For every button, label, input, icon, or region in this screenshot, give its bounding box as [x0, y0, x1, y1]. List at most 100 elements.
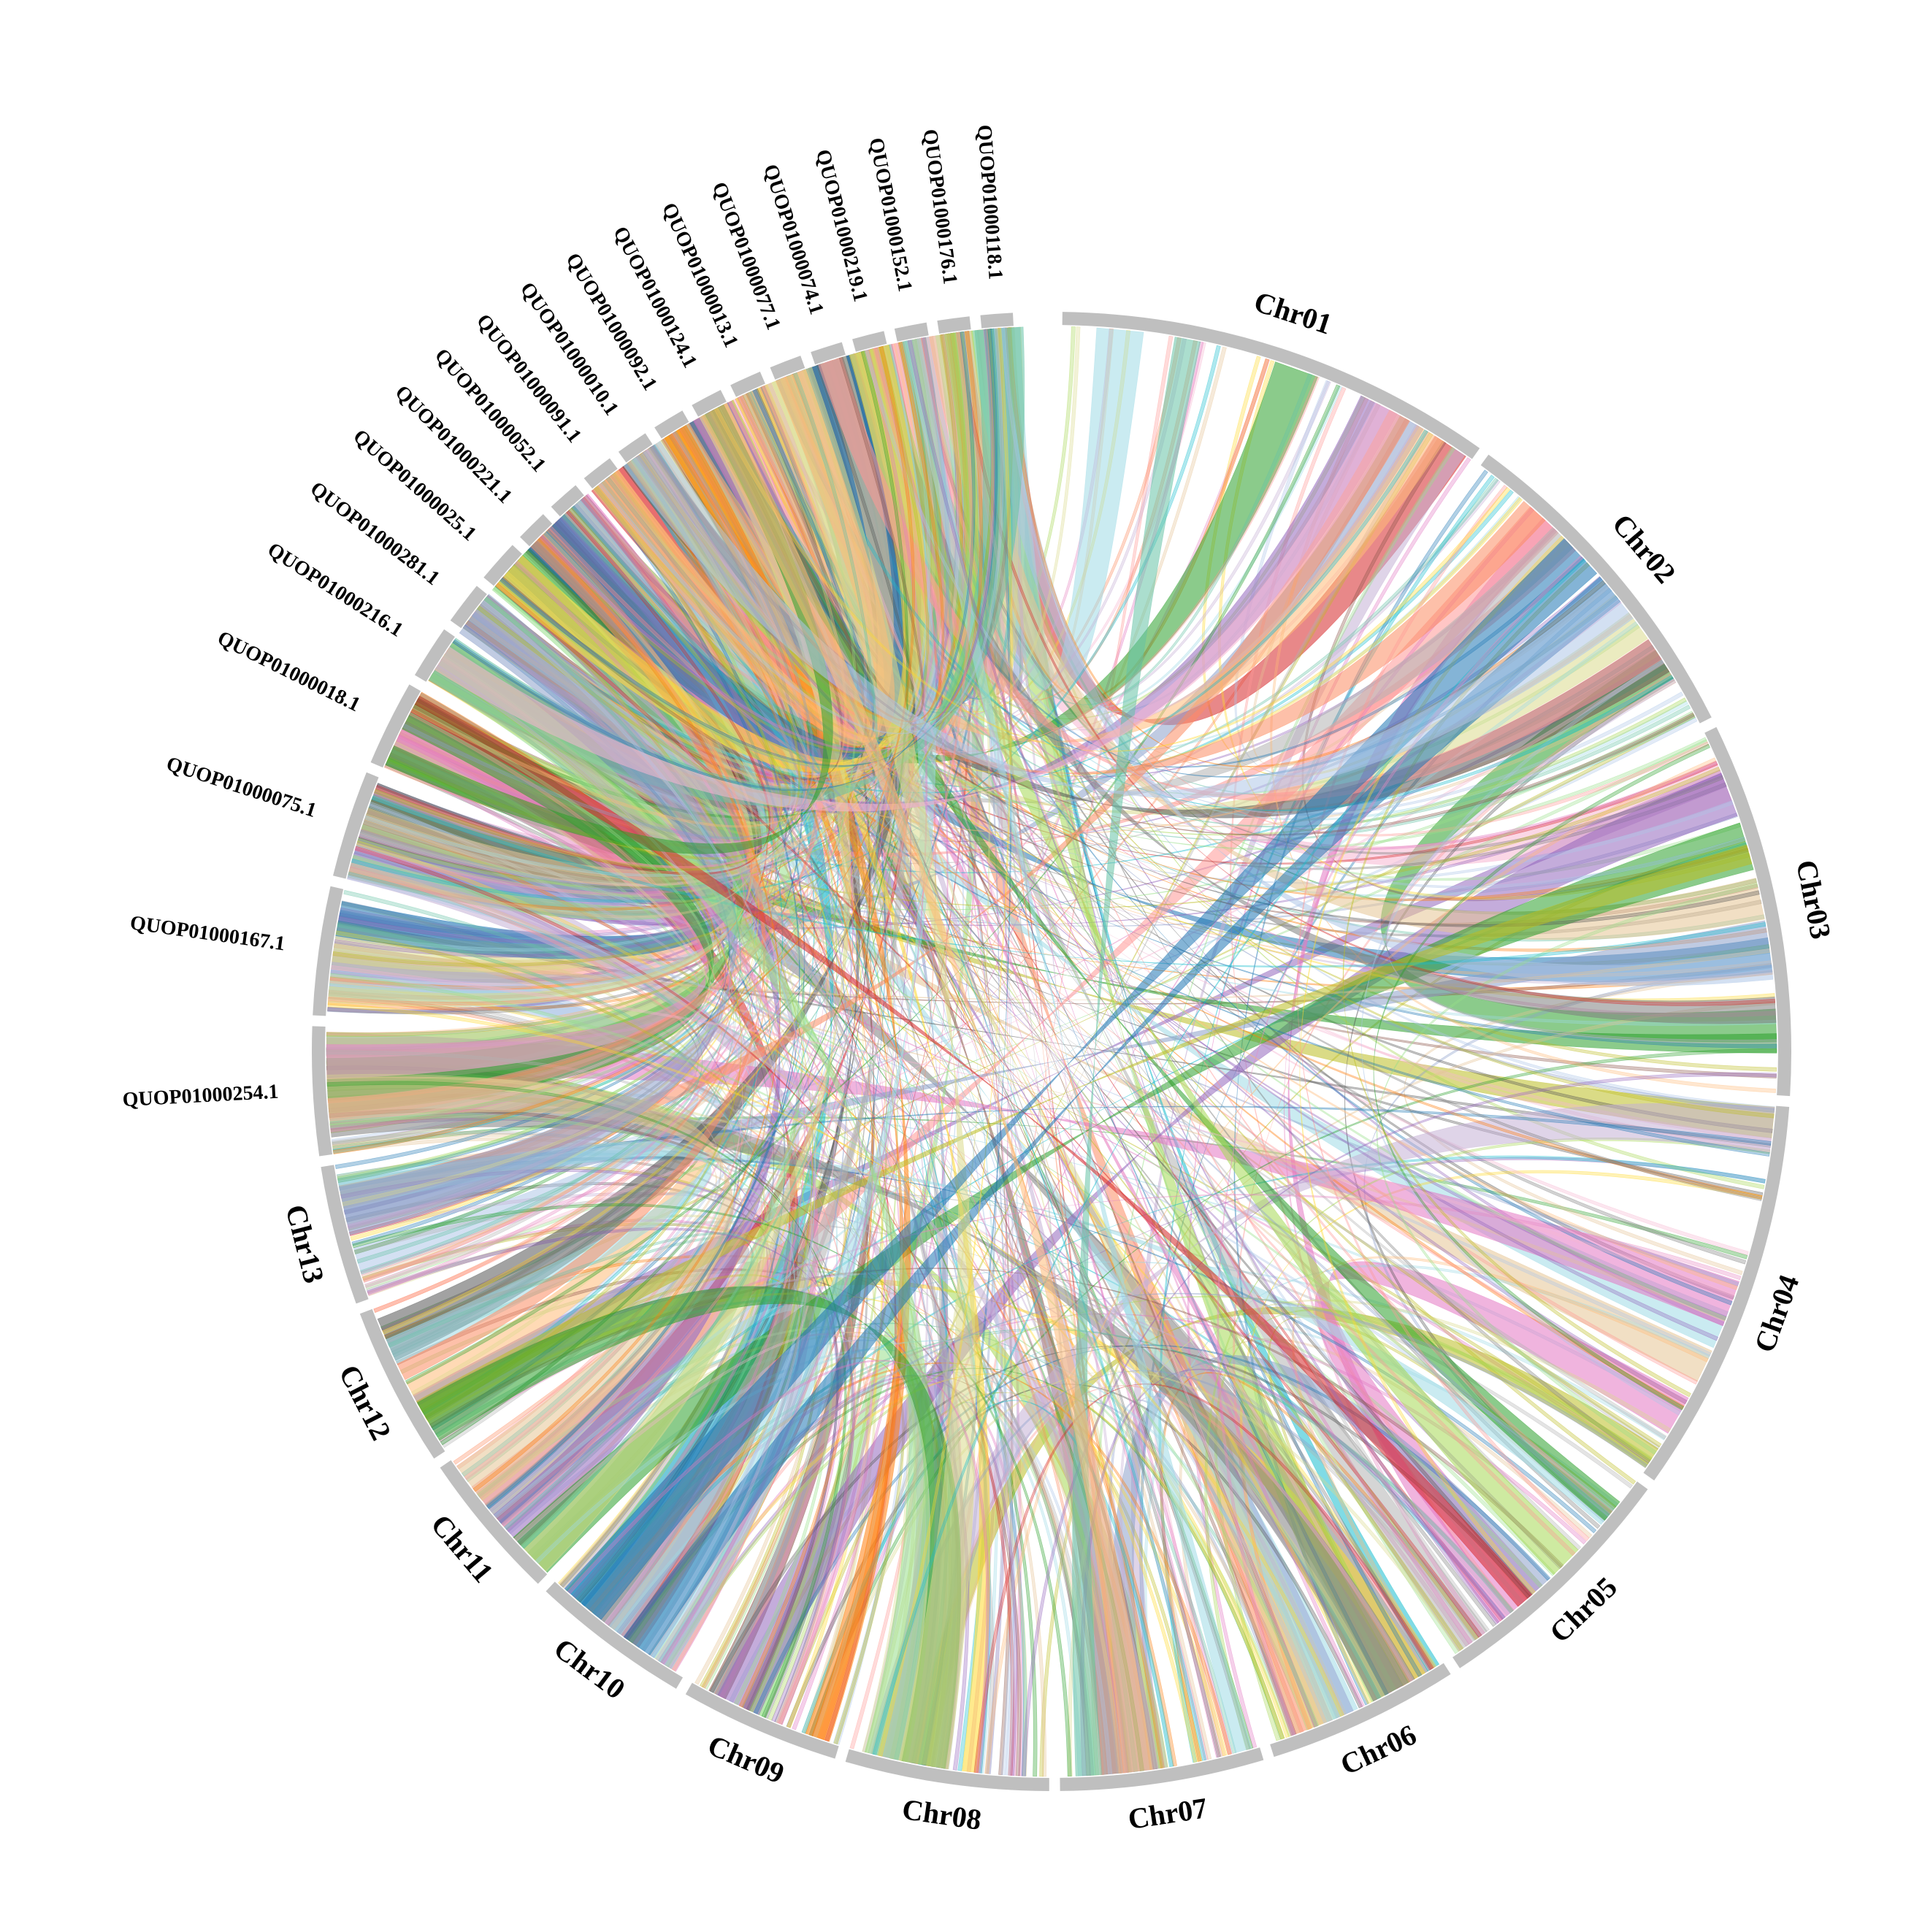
- synteny-link: [1108, 1400, 1318, 1774]
- synteny-link: [1111, 1355, 1550, 1774]
- synteny-link: [716, 406, 1763, 1202]
- synteny-link: [1314, 1261, 1689, 1613]
- synteny-link: [864, 349, 1684, 816]
- synteny-link: [857, 345, 1777, 1024]
- synteny-link: [513, 1333, 873, 1725]
- synteny-link: [639, 331, 983, 726]
- synteny-link: [477, 1326, 1096, 1776]
- synteny-link: [907, 340, 1500, 1625]
- synteny-link: [368, 803, 1712, 1357]
- synteny-link: [870, 1370, 1482, 1755]
- synteny-link: [499, 329, 998, 767]
- segment-arc: [685, 1682, 839, 1759]
- segment-label: QUOP01000167.1: [129, 912, 286, 956]
- synteny-link: [490, 1261, 1666, 1515]
- segment-arc: [1704, 727, 1791, 1097]
- synteny-link: [445, 650, 1168, 1768]
- synteny-link: [342, 741, 711, 1207]
- synteny-link: [904, 337, 1252, 1753]
- synteny-link: [633, 456, 1771, 1153]
- synteny-link: [326, 1061, 1168, 1773]
- segment-arc: [1452, 1481, 1648, 1668]
- synteny-link: [539, 329, 995, 752]
- synteny-link: [572, 410, 854, 1599]
- synteny-link: [596, 483, 838, 1652]
- synteny-link: [741, 394, 1522, 752]
- synteny-link: [748, 326, 1081, 707]
- synteny-link: [337, 1143, 717, 1410]
- synteny-link: [817, 327, 1013, 699]
- synteny-link: [594, 345, 929, 739]
- synteny-link: [701, 402, 1152, 1774]
- synteny-link: [461, 406, 840, 1477]
- synteny-link: [625, 1368, 1285, 1740]
- synteny-link: [332, 1130, 1106, 1775]
- synteny-link: [716, 406, 1582, 1551]
- segment-arc: [312, 1026, 333, 1157]
- synteny-link: [751, 389, 1420, 731]
- synteny-link: [1373, 743, 1710, 1411]
- synteny-link: [918, 337, 1613, 1514]
- segment-label: Chr04: [1748, 1270, 1805, 1357]
- synteny-link: [382, 350, 907, 1335]
- synteny-link: [481, 600, 1667, 1440]
- synteny-link: [565, 436, 838, 1592]
- synteny-link: [957, 331, 1490, 1633]
- synteny-link: [635, 454, 1719, 1341]
- synteny-link: [326, 1081, 847, 1718]
- synteny-link: [332, 709, 713, 1146]
- synteny-link: [367, 656, 730, 1296]
- synteny-link: [1233, 672, 1673, 1730]
- synteny-link: [387, 486, 783, 860]
- synteny-link: [452, 331, 976, 791]
- synteny-link: [565, 510, 1372, 1705]
- synteny-link: [326, 698, 714, 1114]
- synteny-link: [573, 503, 1611, 1517]
- synteny-link: [435, 664, 813, 1662]
- segment-arc: [937, 316, 971, 334]
- synteny-link: [1270, 397, 1776, 1093]
- synteny-link: [570, 480, 822, 774]
- synteny-link: [865, 349, 1365, 1708]
- segment-arc: [483, 545, 522, 586]
- segment-arc: [852, 331, 887, 352]
- synteny-link: [364, 816, 1155, 1771]
- synteny-link: [1006, 327, 1606, 768]
- synteny-link: [498, 579, 1128, 1774]
- synteny-link: [808, 430, 1430, 1736]
- synteny-link: [352, 854, 1543, 1588]
- synteny-link: [1204, 1138, 1771, 1750]
- synteny-link: [326, 1073, 1385, 1698]
- synteny-link: [814, 1371, 1462, 1739]
- synteny-link: [475, 597, 965, 1770]
- synteny-link: [335, 559, 748, 959]
- synteny-link: [998, 327, 1710, 837]
- synteny-link: [604, 478, 1393, 1694]
- synteny-link: [385, 746, 1777, 1054]
- synteny-link: [385, 404, 833, 854]
- synteny-link: [475, 607, 942, 1764]
- synteny-link: [343, 717, 1698, 1214]
- synteny-link: [1218, 360, 1750, 900]
- synteny-link: [370, 799, 1653, 1463]
- synteny-link: [634, 455, 1685, 1410]
- synteny-link: [337, 535, 755, 1181]
- synteny-link: [411, 707, 1764, 1197]
- synteny-link: [347, 875, 1615, 1511]
- synteny-link: [356, 840, 1198, 1763]
- synteny-link: [359, 829, 1650, 1467]
- synteny-link: [705, 412, 1688, 1405]
- segment-track: [312, 312, 1791, 1791]
- synteny-link: [856, 351, 1022, 1776]
- synteny-link: [361, 597, 742, 902]
- segment-label: Chr03: [1790, 857, 1837, 942]
- synteny-link: [337, 624, 730, 1183]
- segment-arc: [1062, 312, 1480, 459]
- synteny-link: [663, 436, 1767, 952]
- synteny-link: [983, 327, 1774, 986]
- synteny-link: [624, 1375, 1018, 1776]
- synteny-link: [679, 426, 928, 1753]
- segment-arc: [359, 1308, 445, 1459]
- segment-arc: [1270, 1663, 1451, 1757]
